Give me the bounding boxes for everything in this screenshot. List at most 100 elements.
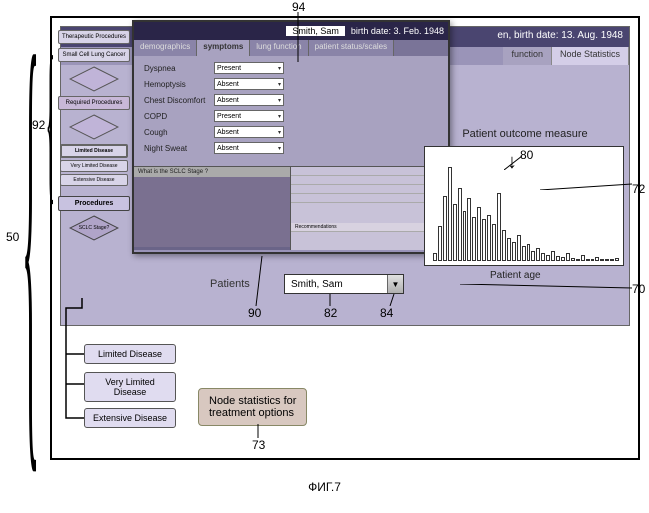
form-row: DyspneaPresent ▾ [144, 62, 438, 74]
chart-xlabel: Patient age [490, 270, 541, 281]
bar [497, 193, 501, 261]
patient-select[interactable]: Smith, Sam ▼ [284, 274, 404, 294]
popup-tab-bar: demographics symptoms lung function pati… [134, 40, 448, 56]
bar [453, 204, 457, 261]
form-label: Hemoptysis [144, 80, 214, 89]
bar [458, 188, 462, 261]
bar [527, 244, 531, 261]
popup-form: DyspneaPresent▾HemoptysisAbsent▾Chest Di… [134, 56, 448, 166]
form-row: HemoptysisAbsent ▾ [144, 78, 438, 90]
form-select[interactable]: Present ▾ [214, 110, 284, 122]
node-statistics-box: Node statistics for treatment options [198, 388, 307, 426]
form-label: Night Sweat [144, 144, 214, 153]
bar [581, 255, 585, 261]
side-header-procedures[interactable]: Procedures [58, 196, 130, 211]
form-select[interactable]: Present ▾ [214, 62, 284, 74]
bar [536, 248, 540, 261]
popup-lower-left-body [134, 177, 290, 247]
caret-icon: ▾ [278, 129, 281, 136]
bg-title-text: en, birth date: 13. Aug. 1948 [497, 30, 623, 41]
callout-82: 82 [324, 306, 337, 320]
bar [512, 242, 516, 261]
side-diamond-1[interactable] [69, 66, 119, 92]
bar [472, 217, 476, 261]
form-select[interactable]: Absent ▾ [214, 126, 284, 138]
popup-tab-symptoms[interactable]: symptoms [197, 40, 250, 56]
callout-72-line [540, 176, 632, 190]
popup-tab-demographics[interactable]: demographics [134, 40, 197, 56]
side-box-extensive-s[interactable]: Extensive Disease [60, 174, 128, 186]
form-select-value: Absent [217, 145, 239, 152]
bar [477, 207, 481, 261]
side-box-very-limited-s[interactable]: Very Limited Disease [60, 160, 128, 172]
form-select-value: Present [217, 113, 241, 120]
callout-70-line [460, 284, 632, 290]
caret-icon: ▾ [278, 97, 281, 104]
callout-73-line [256, 424, 260, 438]
caret-icon: ▾ [278, 65, 281, 72]
side-box-limited-hl[interactable]: Limited Disease [60, 144, 128, 158]
bar [566, 253, 570, 261]
bar [610, 259, 614, 261]
form-label: Dyspnea [144, 64, 214, 73]
bar [571, 258, 575, 261]
bar [517, 235, 521, 261]
popup-window: Smith, Sam birth date: 3. Feb. 1948 demo… [132, 20, 450, 254]
connector-lines [56, 298, 96, 428]
bar [487, 215, 491, 261]
form-select[interactable]: Absent ▾ [214, 78, 284, 90]
bar [576, 259, 580, 261]
popup-lower: What is the SCLC Stage ? Recommendations [134, 166, 448, 250]
callout-72: 72 [632, 182, 645, 196]
bar [531, 251, 535, 261]
bar [463, 211, 467, 261]
form-label: COPD [144, 112, 214, 121]
callout-70: 70 [632, 282, 645, 296]
caret-icon: ▾ [278, 81, 281, 88]
figure-label: ФИГ.7 [308, 480, 341, 494]
bar [551, 251, 555, 261]
bar [507, 238, 511, 261]
bar [502, 230, 506, 261]
side-box-therapeutic[interactable]: Therapeutic Procedures [58, 30, 130, 44]
form-row: Chest DiscomfortAbsent ▾ [144, 94, 438, 106]
side-diamond-2[interactable] [69, 114, 119, 140]
box-extensive-disease[interactable]: Extensive Disease [84, 408, 176, 428]
tab-function[interactable]: function [503, 47, 552, 65]
patients-label: Patients [210, 278, 250, 290]
form-label: Chest Discomfort [144, 96, 214, 105]
bar [556, 256, 560, 261]
form-row: CoughAbsent▾ [144, 126, 438, 138]
popup-birth-date: birth date: 3. Feb. 1948 [351, 26, 444, 36]
form-row: COPDPresent ▾ [144, 110, 438, 122]
form-select[interactable]: Absent▾ [214, 142, 284, 154]
bar [595, 257, 599, 261]
tab-node-statistics[interactable]: Node Statistics [552, 47, 629, 65]
popup-lower-left: What is the SCLC Stage ? [134, 167, 291, 250]
bar [433, 253, 437, 261]
bar [591, 259, 595, 261]
dropdown-icon[interactable]: ▼ [387, 275, 403, 293]
bar [561, 257, 565, 261]
form-select-value: Present [217, 65, 241, 72]
side-diamond-sclc[interactable]: SCLC Stage? [69, 215, 119, 241]
form-select-value: Absent [217, 97, 239, 104]
caret-icon: ▾ [278, 113, 281, 120]
bar [467, 198, 471, 261]
form-select-value: Absent [217, 129, 239, 136]
popup-tab-status[interactable]: patient status/scales [309, 40, 394, 56]
box-very-limited-disease[interactable]: Very Limited Disease [84, 372, 176, 402]
bar [482, 219, 486, 261]
callout-73: 73 [252, 438, 265, 452]
callout-94-line [296, 12, 300, 62]
form-select[interactable]: Absent ▾ [214, 94, 284, 106]
bar [546, 255, 550, 261]
form-row: Night SweatAbsent▾ [144, 142, 438, 154]
bar [615, 258, 619, 261]
form-select-value: Absent [217, 81, 239, 88]
side-box-required[interactable]: Required Procedures [58, 96, 130, 110]
callout-90-line [254, 256, 264, 306]
box-limited-disease[interactable]: Limited Disease [84, 344, 176, 364]
side-box-sclc[interactable]: Small Cell Lung Cancer [58, 48, 130, 62]
bar [492, 224, 496, 261]
